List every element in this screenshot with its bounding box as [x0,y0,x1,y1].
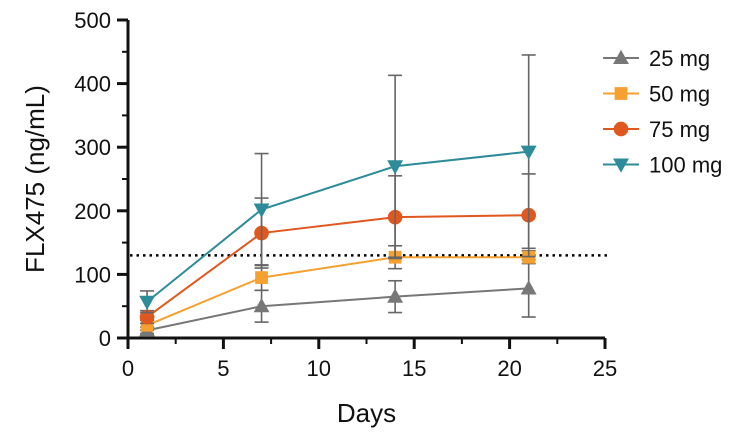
y-tick-label: 200 [74,199,111,224]
x-tick-label: 10 [307,356,331,381]
legend-item-50-mg: 50 mg [603,82,710,107]
data-point [253,203,270,218]
legend-marker [613,49,629,65]
legend-label: 75 mg [649,117,710,142]
legend-label: 100 mg [649,153,722,178]
y-tick-label: 500 [74,8,111,33]
x-tick-label: 0 [122,356,134,381]
legend-item-100-mg: 100 mg [603,153,722,178]
x-tick-label: 25 [593,356,617,381]
legend-label: 25 mg [649,46,710,71]
series-line [146,214,529,318]
legend-item-25-mg: 25 mg [603,46,710,71]
legend-marker [613,158,629,173]
data-point [387,288,404,303]
y-tick-label: 100 [74,262,111,287]
plot-area [139,54,537,337]
series-line [146,287,529,332]
legend-label: 50 mg [649,82,710,107]
series-line [146,256,529,327]
data-point [255,271,268,284]
y-tick-label: 0 [99,326,111,351]
y-tick-label: 400 [74,72,111,97]
series-line [146,150,529,303]
data-point [253,297,270,313]
data-point [520,145,537,160]
legend-marker [614,87,628,100]
x-axis-title: Days [337,398,396,428]
data-point [139,295,155,310]
series-25-mg [139,258,537,337]
axes: 0 100 200 300 400 500 0 5 10 15 20 25 [74,8,617,381]
x-tick-label: 15 [402,356,426,381]
x-tick-label: 5 [217,356,229,381]
legend: 25 mg 50 mg 75 mg 100 mg [603,46,722,178]
y-axis-title: FLX475 (ng/mL) [20,85,50,273]
legend-marker [613,121,629,137]
data-point [387,160,404,175]
series-75-mg [139,173,536,325]
legend-item-75-mg: 75 mg [603,117,710,142]
x-tick-label: 20 [497,356,521,381]
y-tick-label: 300 [74,135,111,160]
data-point [520,280,537,295]
series-100-mg [139,54,537,314]
